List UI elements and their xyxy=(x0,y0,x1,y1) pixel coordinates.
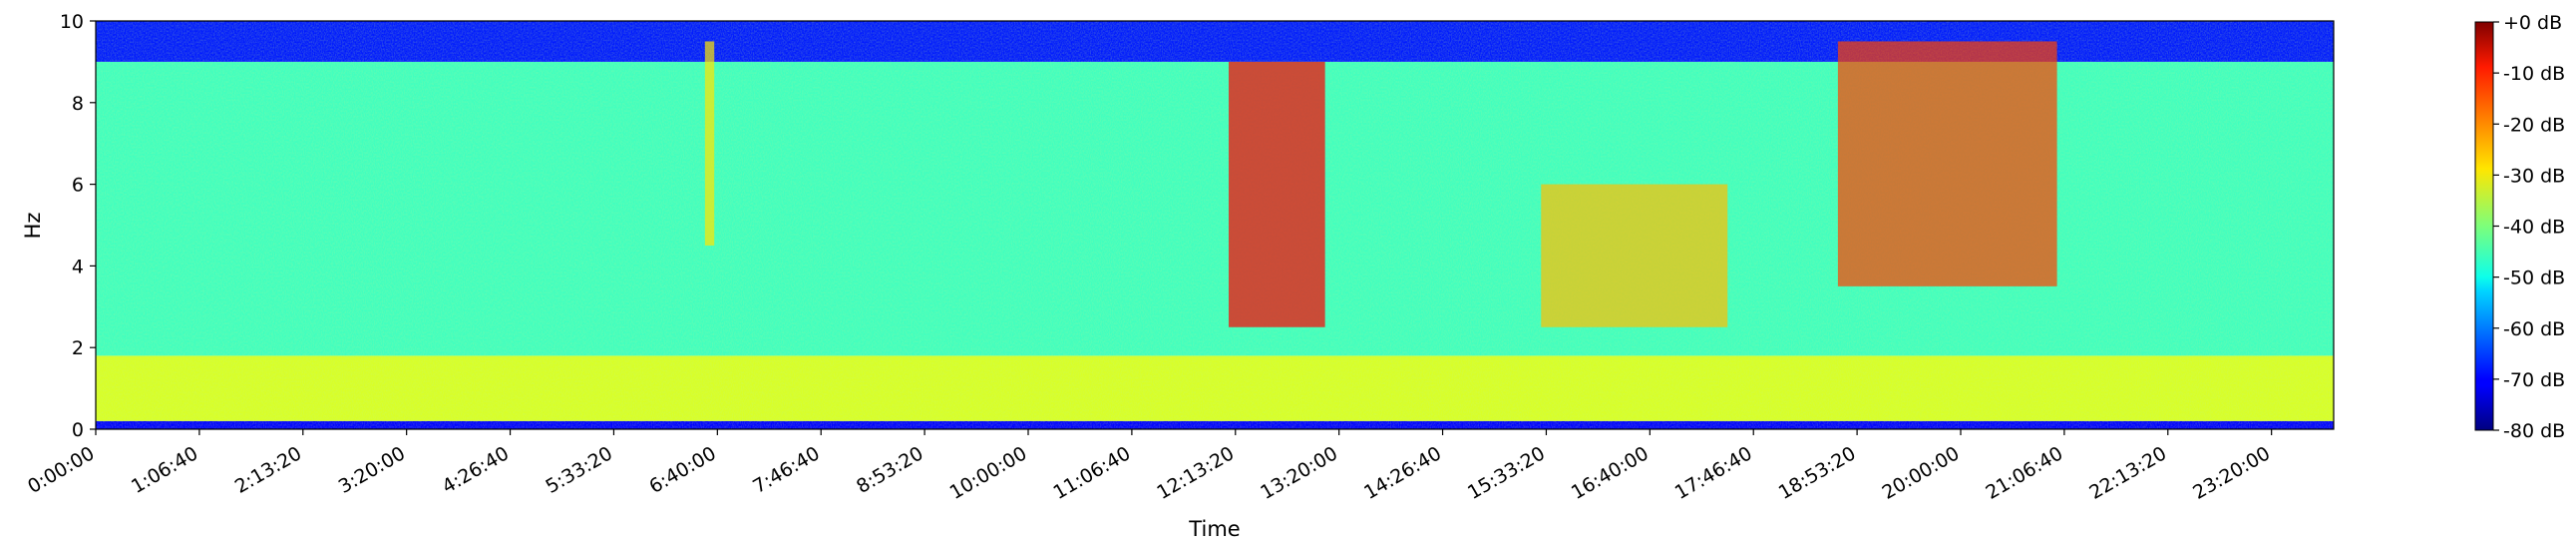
x-tick-label: 1:06:40 xyxy=(128,442,201,498)
colorbar-tick-label: -30 dB xyxy=(2503,165,2565,187)
y-axis: 0 2 4 6 8 10 xyxy=(60,11,96,441)
x-tick-label: 22:13:20 xyxy=(2085,442,2170,504)
x-tick-label: 3:20:00 xyxy=(335,442,409,498)
colorbar-tick-label: -40 dB xyxy=(2503,217,2565,239)
colorbar-tick-label: +0 dB xyxy=(2503,12,2562,34)
x-tick-label: 8:53:20 xyxy=(853,442,926,498)
colorbar-tick-label: -80 dB xyxy=(2503,420,2565,442)
y-tick-label: 0 xyxy=(72,419,84,441)
y-tick-label: 8 xyxy=(72,93,84,115)
colorbar-tick-label: -70 dB xyxy=(2503,369,2565,391)
x-tick-label: 16:40:00 xyxy=(1568,442,1653,504)
y-tick-label: 2 xyxy=(72,337,84,359)
y-tick-label: 6 xyxy=(72,175,84,197)
x-tick-label: 0:00:00 xyxy=(24,442,98,498)
x-tick-label: 14:26:40 xyxy=(1360,442,1445,504)
y-tick-label: 4 xyxy=(72,256,84,277)
x-tick-label: 10:00:00 xyxy=(946,442,1031,504)
spectrogram-event xyxy=(1229,61,1325,327)
x-tick-label: 4:26:40 xyxy=(439,442,513,498)
x-tick-label: 13:20:00 xyxy=(1257,442,1341,504)
plot-frame xyxy=(95,20,2335,430)
x-tick-label: 20:00:00 xyxy=(1879,442,1964,504)
spectrogram-events xyxy=(704,41,2057,327)
y-tick-label: 10 xyxy=(60,11,84,33)
plot-area xyxy=(95,20,2335,430)
x-tick-label: 17:46:40 xyxy=(1671,442,1756,504)
spectrogram-event xyxy=(1837,41,2057,286)
x-tick-label: 11:06:40 xyxy=(1049,442,1134,504)
x-tick-label: 18:53:20 xyxy=(1775,442,1860,504)
colorbar-tick-label: -10 dB xyxy=(2503,63,2565,85)
colorbar-tick-label: -20 dB xyxy=(2503,114,2565,136)
x-tick-label: 5:33:20 xyxy=(543,442,616,498)
colorbar-tick-label: -60 dB xyxy=(2503,318,2565,340)
x-axis: 0:00:00 1:06:40 2:13:20 3:20:00 4:26:40 5:33:… xyxy=(24,429,2274,504)
x-tick-label: 2:13:20 xyxy=(231,442,305,498)
spectrogram-event xyxy=(1541,184,1728,327)
y-axis-label: Hz xyxy=(21,213,45,240)
x-tick-label: 15:33:20 xyxy=(1464,442,1549,504)
x-tick-label: 6:40:00 xyxy=(645,442,719,498)
x-tick-label: 21:06:40 xyxy=(1982,442,2066,504)
x-tick-label: 12:13:20 xyxy=(1153,442,1238,504)
x-tick-label: 7:46:40 xyxy=(749,442,823,498)
x-axis-label: Time xyxy=(1188,517,1240,541)
colorbar: +0 dB -10 dB -20 dB -30 dB -40 dB -50 dB -60 d… xyxy=(2474,12,2565,442)
colorbar-tick-label: -50 dB xyxy=(2503,268,2565,289)
x-tick-label: 23:20:00 xyxy=(2189,442,2274,504)
spectrogram-event xyxy=(704,41,715,246)
colorbar-gradient xyxy=(2475,22,2493,430)
colorbar-ticks: +0 dB -10 dB -20 dB -30 dB -40 dB -50 dB -60 d… xyxy=(2493,12,2565,442)
